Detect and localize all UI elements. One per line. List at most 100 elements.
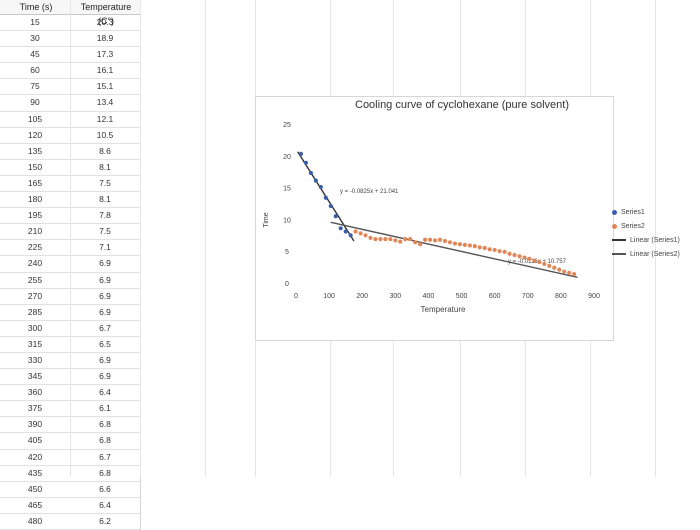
time-cell[interactable]: 15 [30,17,40,27]
series2-point [477,245,482,250]
time-cell[interactable]: 435 [27,467,43,478]
time-cell[interactable]: 315 [27,338,43,349]
table-row[interactable]: 465 6.4 [0,498,140,514]
time-cell[interactable]: 135 [27,145,43,156]
temperature-cell[interactable]: 16.1 [96,65,114,76]
temperature-cell[interactable]: 18.9 [96,33,114,44]
temperature-cell[interactable]: 7.1 [99,242,111,253]
temperature-cell[interactable]: 6.9 [99,306,111,317]
series1-point [333,214,338,219]
temperature-cell[interactable]: 6.8 [99,467,111,478]
temperature-cell[interactable]: 7.8 [99,210,111,221]
temperature-cell[interactable]: 6.4 [99,387,111,398]
series2-point [418,242,423,247]
time-cell[interactable]: 375 [27,403,43,414]
time-cell[interactable]: 180 [27,194,43,205]
linear1-line-icon [612,239,626,241]
temperature-cell[interactable]: 6.2 [99,515,111,526]
temperature-cell[interactable]: 17.3 [96,49,114,60]
x-tick-label: 300 [389,293,401,300]
temperature-cell[interactable]: 6.9 [99,371,111,382]
time-cell[interactable]: 330 [27,354,43,365]
time-cell[interactable]: 225 [27,242,43,253]
x-tick-label: 800 [555,293,567,300]
temperature-cell[interactable]: 20.3 [96,17,114,27]
temperature-cell[interactable]: 6.9 [99,258,111,269]
time-cell[interactable]: 480 [27,515,43,526]
temperature-cell[interactable]: 13.4 [96,97,114,108]
series2-point [428,237,433,242]
temperature-cell[interactable]: 6.9 [99,354,111,365]
series2-point [507,251,512,256]
series2-point [368,235,373,240]
time-cell[interactable]: 360 [27,387,43,398]
time-cell[interactable]: 90 [30,97,40,108]
series1-point [303,160,309,165]
time-cell[interactable]: 450 [27,483,43,494]
temperature-cell[interactable]: 6.7 [99,451,111,462]
table-row[interactable]: 450 6.6 [0,482,140,498]
series2-point [502,249,507,254]
time-cell[interactable]: 420 [27,451,43,462]
temperature-cell[interactable]: 6.1 [99,403,111,414]
series1-marker-icon [612,209,617,215]
time-cell[interactable]: 195 [27,210,43,221]
temperature-cell[interactable]: 6.9 [99,290,111,301]
time-cell[interactable]: 285 [27,306,43,317]
time-cell[interactable]: 405 [27,435,43,446]
temperature-cell[interactable]: 6.8 [99,419,111,430]
temperature-cell[interactable]: 6.6 [99,483,111,494]
temperature-cell[interactable]: 8.1 [99,194,111,205]
temperature-cell[interactable]: 6.5 [99,338,111,349]
temperature-cell[interactable]: 8.1 [99,161,111,172]
temperature-cell[interactable]: 7.5 [99,177,111,188]
series1-point [348,233,353,238]
table-row[interactable]: 480 6.2 [0,514,140,530]
header-temperature[interactable]: Temperature (C°) [80,2,132,26]
series2-point [562,269,567,274]
time-cell[interactable]: 150 [27,161,43,172]
time-cell[interactable]: 345 [27,371,43,382]
temperature-cell[interactable]: 8.6 [99,145,111,156]
time-cell[interactable]: 60 [30,65,40,76]
legend-series1: Series1 [612,205,680,219]
temperature-cell[interactable]: 7.5 [99,226,111,237]
series2-point [482,245,487,251]
temperature-cell[interactable]: 6.8 [99,435,111,446]
time-cell[interactable]: 45 [30,49,40,60]
series2-point [398,239,403,244]
series1-point [313,178,318,183]
series1-point [298,151,304,156]
temperature-cell[interactable]: 12.1 [96,113,114,124]
header-time[interactable]: Time (s) [19,2,53,12]
column-divider [70,0,71,477]
time-cell[interactable]: 465 [27,499,43,510]
y-tick-label: 0 [285,281,289,288]
time-cell[interactable]: 270 [27,290,43,301]
legend-linear2: Linear (Series2) [612,247,680,261]
chart-area[interactable] [255,96,614,341]
time-cell[interactable]: 240 [27,258,43,269]
temperature-cell[interactable]: 6.7 [99,322,111,333]
temperature-cell[interactable]: 10.5 [96,129,114,140]
time-cell[interactable]: 210 [27,226,43,237]
series2-point [452,241,458,246]
time-cell[interactable]: 120 [27,129,43,140]
temperature-cell[interactable]: 6.9 [99,274,111,285]
time-cell[interactable]: 255 [27,274,43,285]
series2-point [527,256,532,261]
y-tick-label: 10 [283,217,291,224]
series2-point [472,244,477,249]
time-cell[interactable]: 75 [30,81,40,92]
y-tick-label: 25 [283,122,291,129]
time-cell[interactable]: 300 [27,322,43,333]
temperature-cell[interactable]: 6.4 [99,499,111,510]
series2-point [437,237,443,242]
time-cell[interactable]: 30 [30,33,40,44]
time-cell[interactable]: 105 [27,113,43,124]
legend-label: Linear (Series1) [630,236,680,244]
time-cell[interactable]: 165 [27,177,43,188]
series2-point [413,240,418,245]
temperature-cell[interactable]: 15.1 [96,81,114,92]
time-cell[interactable]: 390 [27,419,43,430]
